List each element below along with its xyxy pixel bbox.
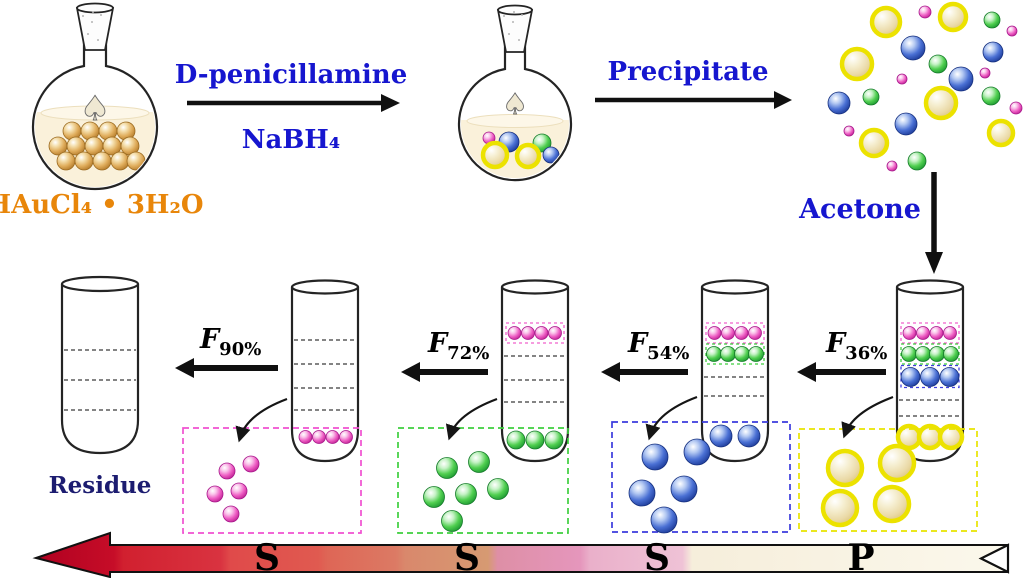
reaction-arrow xyxy=(187,94,400,112)
f36-label: F36% xyxy=(825,328,887,364)
blue-layer xyxy=(900,367,960,387)
flask-precursor: ♠ xyxy=(31,2,159,191)
tube-residue xyxy=(60,275,140,455)
precipitate-arrow xyxy=(595,91,792,109)
reagent-label-top: D-penicillamine xyxy=(175,60,407,90)
f90-label: F90% xyxy=(199,324,261,360)
tube-mixture xyxy=(895,279,965,463)
scale-letter-1: S xyxy=(254,537,280,578)
magenta-transfer-arrow xyxy=(235,397,288,443)
f54-arrow xyxy=(601,362,688,382)
yellow-transfer-arrow xyxy=(841,395,894,439)
f90-arrow xyxy=(175,358,278,378)
acetone-label: Acetone xyxy=(798,194,921,225)
green-transfer-arrow xyxy=(445,397,498,441)
yellow-fraction-spheres xyxy=(820,443,917,528)
tube-fraction-36 xyxy=(700,279,770,463)
f72-arrow xyxy=(401,362,488,382)
magenta-layer xyxy=(707,326,762,340)
magenta-layer xyxy=(298,430,353,444)
mixed-cluster-spheres xyxy=(480,131,560,170)
precipitate-label: Precipitate xyxy=(608,57,769,87)
tube-fraction-72 xyxy=(290,279,360,463)
green-fraction-box xyxy=(397,427,569,534)
tube-fraction-54 xyxy=(500,279,570,463)
joint-stipple xyxy=(503,11,523,41)
nanocluster-mixture xyxy=(827,1,1023,172)
f54-label: F54% xyxy=(627,328,689,364)
gold-spheres xyxy=(48,121,146,171)
magenta-fraction-spheres xyxy=(206,455,260,523)
magenta-fraction-box xyxy=(182,427,362,534)
green-layer xyxy=(506,430,564,450)
magenta-layer xyxy=(507,326,562,340)
blue-fraction-spheres xyxy=(628,438,711,534)
joint-stipple xyxy=(82,11,102,41)
spade-icon: ♠ xyxy=(502,87,528,121)
green-fraction-spheres xyxy=(423,451,509,532)
precursor-label: HAuCl₄ • 3H₂O xyxy=(0,190,204,220)
blue-fraction-box xyxy=(611,421,791,533)
blue-layer xyxy=(709,424,761,448)
green-layer xyxy=(901,346,959,362)
reagent-label-bottom: NaBH₄ xyxy=(242,125,341,155)
scale-letter-4: P xyxy=(847,537,874,578)
residue-label: Residue xyxy=(49,472,152,499)
yellow-layer xyxy=(895,423,965,451)
flask-reaction: ♠ xyxy=(457,4,573,182)
blue-transfer-arrow xyxy=(645,395,698,441)
green-layer xyxy=(706,346,764,362)
scale-end-chevron-icon xyxy=(978,543,1010,574)
polarity-scale-bar: S S S P xyxy=(32,531,1010,578)
magenta-layer xyxy=(902,326,957,340)
scale-letter-2: S xyxy=(454,537,480,578)
f36-arrow xyxy=(797,362,886,382)
scale-letter-3: S xyxy=(644,537,670,578)
f72-label: F72% xyxy=(427,328,489,364)
acetone-arrow xyxy=(925,172,943,274)
